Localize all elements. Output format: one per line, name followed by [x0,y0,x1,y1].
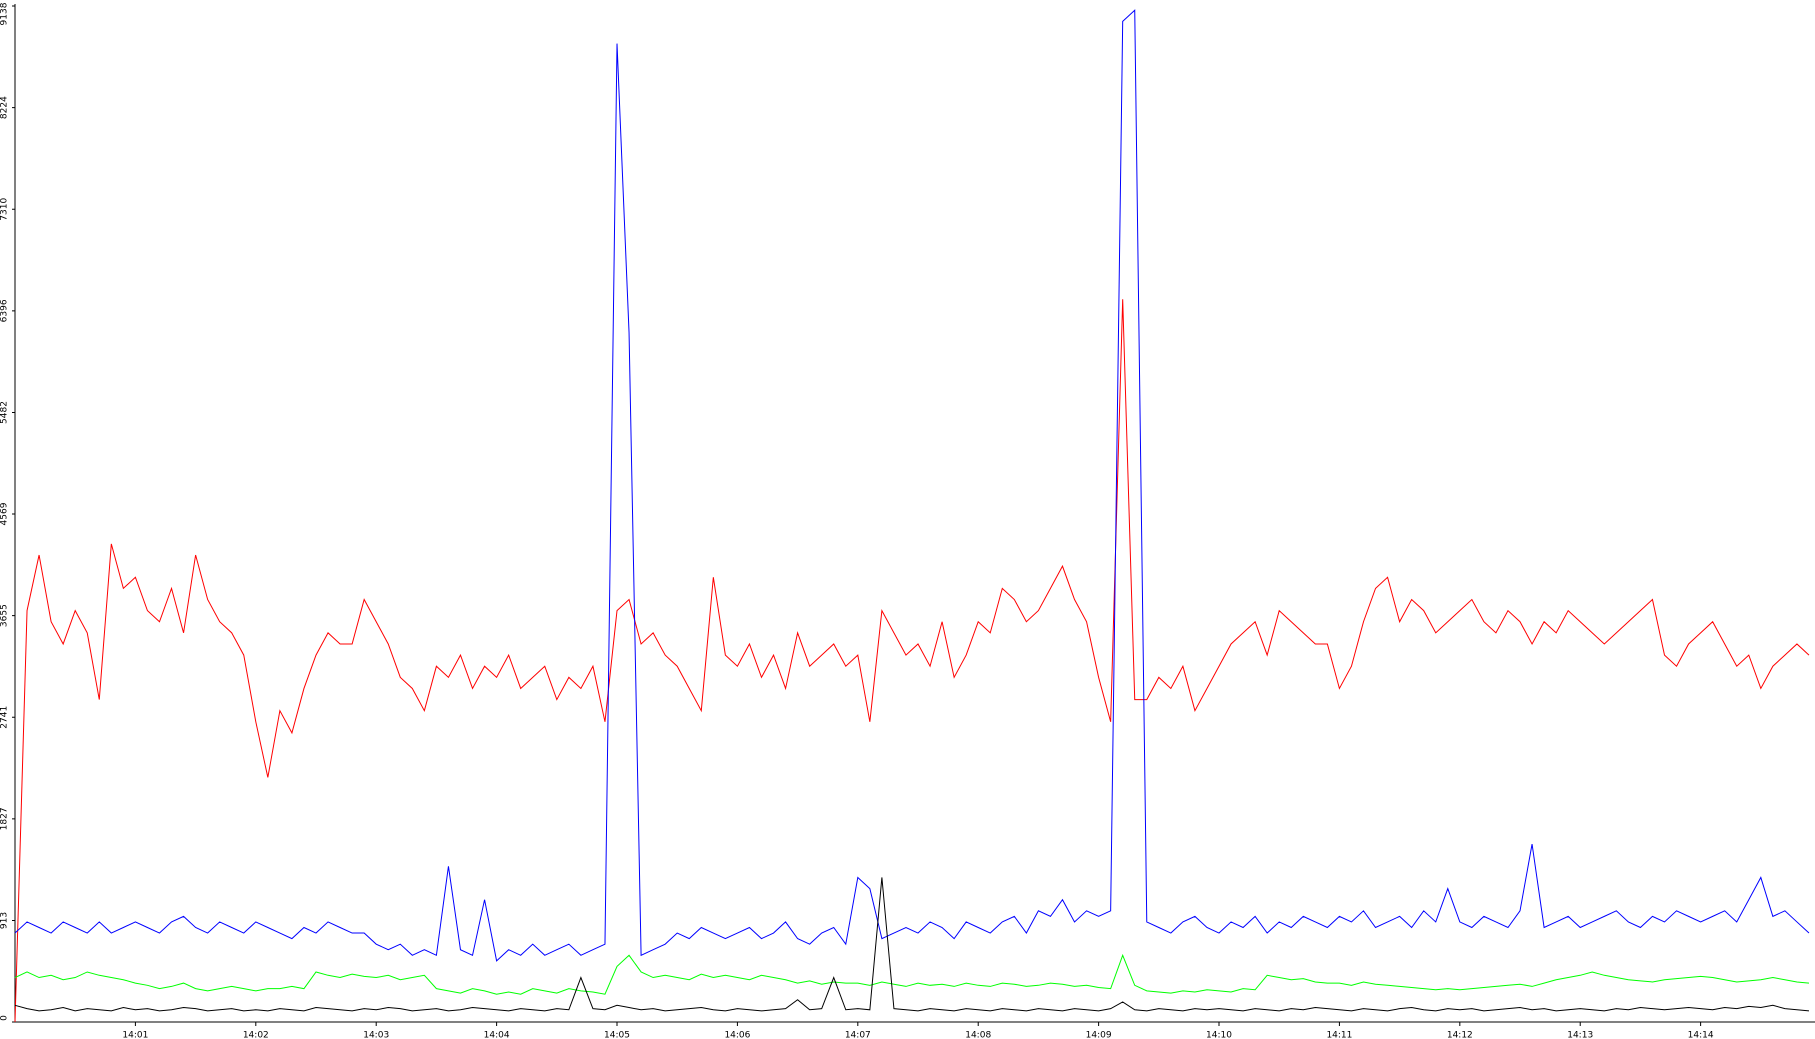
x-tick-label: 14:02 [243,1031,269,1039]
x-tick-label: 14:08 [965,1031,991,1039]
x-tick-label: 14:13 [1567,1031,1593,1039]
series-line [14,299,1810,1023]
y-tick-label: 0 [0,1015,10,1021]
y-tick-label: 6396 [0,299,10,322]
x-tick-label: 14:04 [484,1031,510,1039]
y-tick-label: 9138 [0,2,10,25]
x-tick-label: 14:03 [363,1031,389,1039]
y-tick-label: 3655 [0,604,10,627]
series-line [14,877,1810,1012]
x-tick-label: 14:09 [1086,1031,1112,1039]
x-tick-label: 14:11 [1326,1031,1352,1039]
series-line [14,9,1810,962]
y-tick-label: 7310 [0,198,10,221]
x-tick-label: 14:06 [724,1031,750,1039]
y-tick-label: 4569 [0,502,10,525]
x-tick-label: 14:14 [1688,1031,1714,1039]
x-tick-label: 14:12 [1447,1031,1473,1039]
x-tick-label: 14:01 [122,1031,148,1039]
x-tick-label: 14:10 [1206,1031,1232,1039]
x-tick-label: 14:07 [845,1031,871,1039]
y-tick-label: 2741 [0,706,10,729]
x-tick-label: 14:05 [604,1031,630,1039]
y-tick-label: 913 [0,912,10,929]
y-tick-label: 8224 [0,96,10,119]
y-tick-label: 1827 [0,807,10,830]
y-tick-label: 5482 [0,401,10,424]
series-line [14,953,1810,995]
